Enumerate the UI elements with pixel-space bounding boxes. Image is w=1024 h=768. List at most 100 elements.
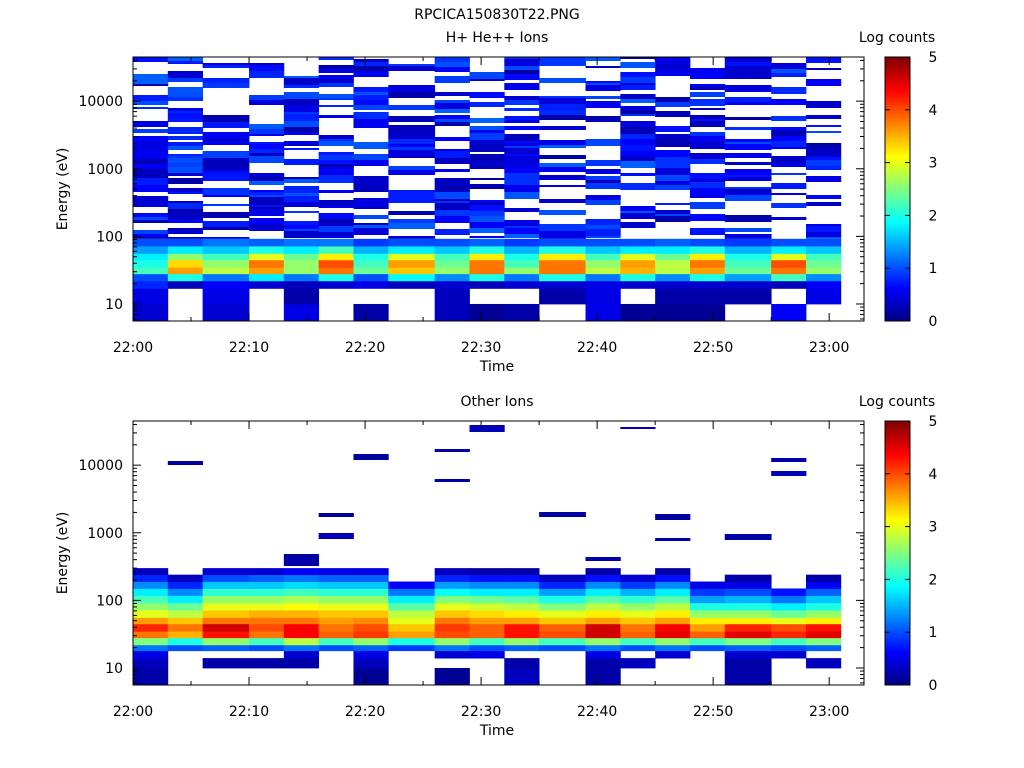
heatmap-cell [724, 85, 772, 92]
heatmap-cell [805, 273, 842, 282]
heatmap-cell [133, 84, 169, 86]
colorbar-swatch [885, 592, 910, 596]
heatmap-cell [805, 259, 842, 268]
colorbar: Log counts 0 1 2 3 4 5 [859, 30, 938, 330]
heatmap-cell [318, 513, 354, 517]
heatmap-cell [388, 66, 436, 71]
heatmap-cell [318, 574, 354, 582]
heatmap-cell [655, 581, 691, 589]
colorbar-swatch [885, 173, 910, 177]
heatmap-cell [805, 631, 842, 639]
heatmap-cell [771, 147, 807, 149]
heatmap-cell [353, 176, 389, 181]
colorbar-swatch [885, 157, 910, 161]
colorbar-swatch [885, 550, 910, 554]
heatmap-cell [724, 280, 772, 289]
x-tick-label: 22:40 [577, 704, 617, 720]
heatmap-cell [620, 151, 656, 156]
heatmap-cell [724, 144, 772, 150]
colorbar-swatch [885, 123, 910, 127]
heatmap-cell [283, 76, 320, 78]
heatmap-cell [249, 218, 285, 224]
colorbar-swatch [885, 473, 910, 477]
heatmap-cell [655, 637, 691, 646]
heatmap-cell [620, 574, 656, 582]
heatmap-cell [167, 97, 204, 101]
colorbar-tick-label: 4 [929, 103, 938, 119]
heatmap-cell [504, 267, 540, 275]
colorbar-swatch [885, 75, 910, 79]
heatmap-cell [434, 151, 470, 158]
heatmap-cell [167, 213, 204, 220]
colorbar-swatch [885, 215, 910, 219]
heatmap-cell [771, 273, 807, 282]
heatmap-cell [689, 623, 726, 632]
heatmap-cell [133, 610, 169, 618]
heatmap-cell [539, 267, 586, 275]
heatmap-cell [724, 142, 772, 144]
heatmap-cell [133, 146, 169, 153]
heatmap-cell [249, 190, 285, 192]
heatmap-cell [249, 207, 285, 209]
colorbar-swatch [885, 576, 910, 580]
heatmap-cell [353, 617, 389, 625]
colorbar-swatch [885, 289, 910, 293]
heatmap-cell [469, 631, 505, 639]
heatmap-cell [585, 57, 621, 61]
heatmap-cell [504, 208, 540, 212]
heatmap-cell [724, 623, 772, 632]
heatmap-cell [504, 588, 540, 596]
x-tick-label: 22:50 [693, 704, 733, 720]
heatmap-cell [724, 175, 772, 177]
colorbar-swatch [885, 547, 910, 551]
heatmap-cell [504, 100, 540, 105]
heatmap-cell [283, 221, 320, 225]
heatmap-cell [318, 190, 354, 193]
colorbar-swatch [885, 600, 910, 604]
heatmap-cell [655, 238, 691, 247]
heatmap-cell [388, 581, 436, 589]
heatmap-cell [585, 288, 621, 305]
colorbar-swatch [885, 104, 910, 108]
heatmap-cell [771, 617, 807, 625]
heatmap-cell [434, 149, 470, 151]
heatmap-cell [133, 178, 169, 185]
colorbar-tick-label: 3 [929, 156, 938, 172]
colorbar-swatch [885, 255, 910, 259]
heatmap-cell [353, 87, 389, 92]
heatmap-cell [655, 126, 691, 132]
colorbar-swatch [885, 318, 910, 322]
heatmap-cell [620, 644, 656, 652]
heatmap-cell [771, 183, 807, 189]
heatmap-cell [318, 206, 354, 208]
heatmap-cell [353, 126, 389, 128]
colorbar-swatch [885, 297, 910, 301]
colorbar-swatch [885, 563, 910, 567]
heatmap-cell [620, 156, 656, 161]
colorbar-swatch [885, 146, 910, 150]
heatmap-cell [724, 117, 772, 120]
heatmap-cell [771, 156, 807, 163]
heatmap-cell [318, 57, 354, 60]
heatmap-cell [805, 237, 842, 239]
colorbar-swatch [885, 637, 910, 641]
colorbar-swatch [885, 80, 910, 84]
heatmap-cell [167, 574, 204, 582]
heatmap-cell [133, 234, 169, 237]
heatmap-cell [504, 57, 540, 59]
heatmap-cell [434, 169, 470, 172]
heatmap-cell [249, 581, 285, 589]
heatmap-cell [249, 71, 285, 78]
heatmap-cell [133, 238, 169, 247]
heatmap-cell [689, 610, 726, 618]
heatmap-cell [469, 205, 505, 211]
heatmap-cell [167, 178, 204, 184]
heatmap-cell [167, 623, 204, 632]
heatmap-cell [202, 631, 250, 639]
heatmap-cell [689, 238, 726, 247]
heatmap-cell [689, 136, 726, 141]
heatmap-cell [689, 588, 726, 596]
heatmap-cell [318, 79, 354, 83]
colorbar-swatch [885, 666, 910, 670]
heatmap-cell [469, 202, 505, 205]
